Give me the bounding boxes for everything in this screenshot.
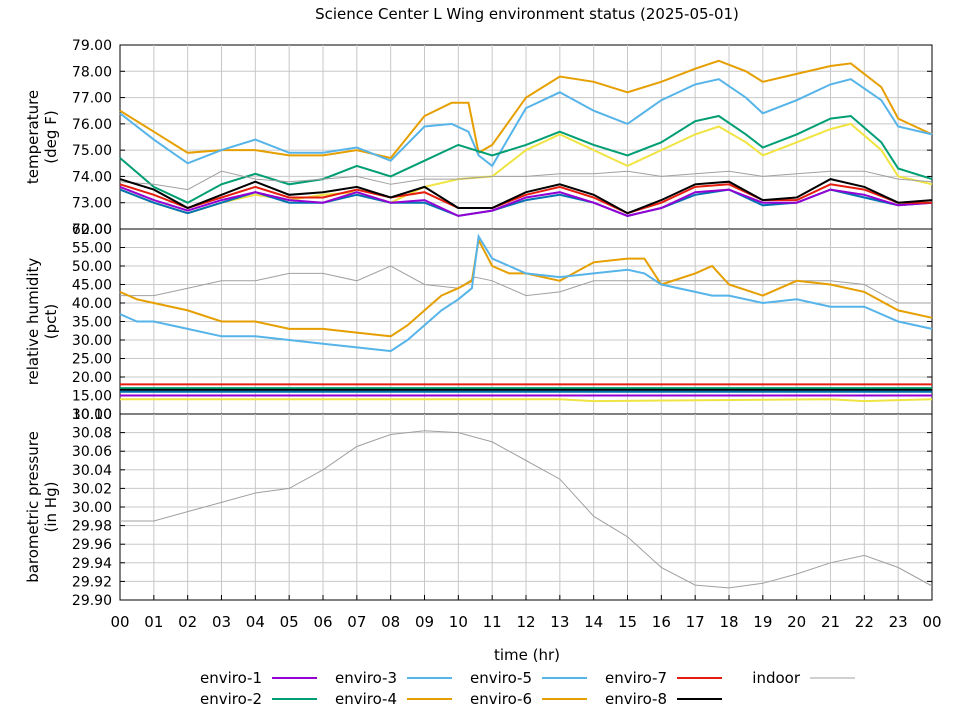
- y-tick-label: 15.00: [72, 389, 112, 405]
- x-axis-label: time (hr): [494, 646, 560, 664]
- y-tick-label: 29.92: [72, 574, 112, 590]
- y-tick-label: 20.00: [72, 370, 112, 386]
- legend-label: enviro-1: [200, 669, 262, 687]
- legend-label: indoor: [752, 669, 801, 687]
- y-axis-label: (pct): [42, 304, 60, 339]
- y-tick-label: 74.00: [72, 169, 112, 185]
- x-tick-label: 17: [686, 613, 705, 631]
- panel-0: 79.00 78.00 77.00 76.00 75.00 74.00 73.00 72.00…: [24, 38, 933, 238]
- x-tick-label: 09: [415, 613, 434, 631]
- x-tick-label: 05: [280, 613, 299, 631]
- y-tick-label: 30.08: [72, 426, 112, 442]
- x-tick-label: 16: [652, 613, 671, 631]
- series-enviro-1: [119, 185, 933, 217]
- x-tick-label: 11: [483, 613, 502, 631]
- legend-label: enviro-2: [200, 690, 262, 708]
- x-tick-label: 21: [821, 613, 840, 631]
- y-tick-label: 73.00: [72, 196, 112, 212]
- y-tick-label: 79.00: [72, 38, 112, 54]
- legend-label: enviro-7: [605, 669, 667, 687]
- x-tick-label: 04: [246, 613, 265, 631]
- panel-1: 60.00 55.00 50.00 45.00 40.00 35.00 30.00 25.00…: [24, 222, 933, 423]
- y-axis-label: (deg F): [42, 110, 60, 163]
- legend-label: enviro-3: [335, 669, 397, 687]
- y-tick-label: 30.10: [72, 407, 112, 423]
- y-tick-label: 30.06: [72, 444, 112, 460]
- y-axis-label: (in Hg): [42, 482, 60, 533]
- x-tick-label: 18: [719, 613, 738, 631]
- x-tick-label: 10: [449, 613, 468, 631]
- y-tick-label: 30.00: [72, 500, 112, 516]
- y-tick-label: 35.00: [72, 315, 112, 331]
- series-enviro-7b: [119, 183, 932, 215]
- y-tick-label: 45.00: [72, 278, 112, 294]
- y-tick-label: 72.00: [72, 222, 112, 238]
- y-tick-label: 29.94: [72, 556, 112, 572]
- x-tick-label: 19: [753, 613, 772, 631]
- x-tick-label: 22: [855, 613, 874, 631]
- x-tick-label: 06: [313, 613, 332, 631]
- y-axis-label: temperature: [24, 90, 42, 184]
- x-tick-label: 01: [144, 613, 163, 631]
- y-axis-label: barometric pressure: [24, 431, 42, 583]
- x-tick-label: 02: [178, 613, 197, 631]
- x-tick-label: 20: [787, 613, 806, 631]
- x-tick-label: 00: [110, 613, 129, 631]
- panel-2: 30.10 30.08 30.06 30.04 30.02 30.00 29.98 29.96…: [24, 407, 933, 609]
- y-tick-label: 29.90: [72, 593, 112, 609]
- y-tick-label: 76.00: [72, 117, 112, 133]
- series-enviro-5: [119, 233, 933, 353]
- legend: enviro-1 enviro-2 enviro-3 enviro-4 enviro-5…: [200, 669, 855, 708]
- x-tick-label: 13: [550, 613, 569, 631]
- legend-label: enviro-4: [335, 690, 397, 708]
- x-tick-label: 15: [618, 613, 637, 631]
- series-indoor: [120, 430, 933, 589]
- y-tick-label: 30.02: [72, 481, 112, 497]
- x-tick-label: 00: [922, 613, 941, 631]
- series-enviro-6: [119, 59, 933, 160]
- y-tick-label: 30.04: [72, 463, 112, 479]
- y-tick-label: 77.00: [72, 91, 112, 107]
- y-tick-label: 30.00: [72, 333, 112, 349]
- series-enviro-6: [119, 236, 933, 338]
- legend-label: enviro-6: [470, 690, 532, 708]
- series-enviro-7: [120, 398, 933, 403]
- y-tick-label: 10.00: [72, 407, 112, 423]
- y-tick-label: 29.98: [72, 519, 112, 535]
- series-enviro-8b: [119, 178, 933, 215]
- chart-title: Science Center L Wing environment status…: [315, 5, 739, 23]
- x-tick-label: 23: [889, 613, 908, 631]
- x-tick-label: 03: [212, 613, 231, 631]
- y-tick-label: 25.00: [72, 352, 112, 368]
- series-indoor: [120, 265, 932, 304]
- x-tick-label: 07: [347, 613, 366, 631]
- y-tick-label: 29.96: [72, 537, 112, 553]
- x-tick-label: 08: [381, 613, 400, 631]
- series-enviro-2: [119, 114, 933, 204]
- legend-label: enviro-8: [605, 690, 667, 708]
- series-indoor: [119, 170, 933, 191]
- y-tick-label: 60.00: [72, 222, 112, 238]
- x-tick-label: 14: [584, 613, 603, 631]
- y-tick-label: 78.00: [72, 64, 112, 80]
- y-tick-label: 40.00: [72, 296, 112, 312]
- y-axis-label: relative humidity: [24, 258, 42, 386]
- legend-label: enviro-5: [470, 669, 532, 687]
- x-tick-label: 12: [516, 613, 535, 631]
- series-enviro-5: [119, 78, 933, 168]
- y-tick-label: 75.00: [72, 143, 112, 159]
- y-tick-label: 55.00: [72, 241, 112, 257]
- y-tick-label: 50.00: [72, 259, 112, 275]
